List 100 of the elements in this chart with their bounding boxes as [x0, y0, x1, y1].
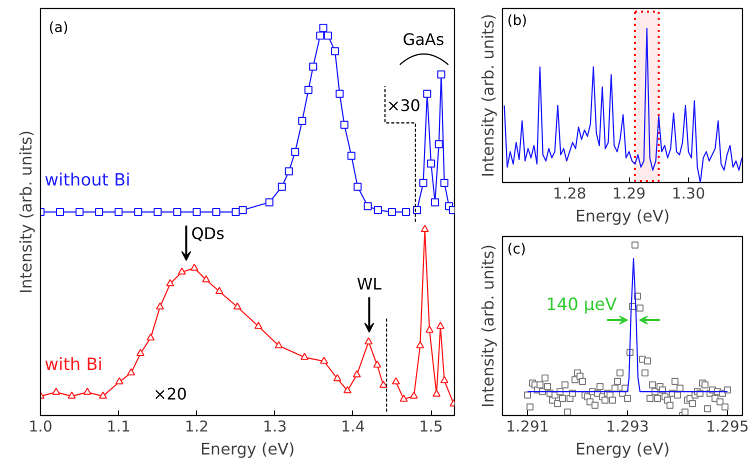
point: [173, 208, 182, 216]
point: [316, 32, 324, 40]
point: [136, 348, 145, 356]
point: [154, 208, 162, 216]
point: [437, 70, 446, 78]
point: [68, 392, 76, 399]
x-tick-label: 1.291: [506, 418, 549, 436]
x-tick-label: 1.0: [28, 418, 52, 436]
point: [190, 264, 198, 271]
point: [238, 206, 247, 214]
point: [319, 24, 328, 32]
point: [412, 206, 422, 214]
point: [52, 388, 60, 395]
chart-title: (c): [507, 242, 526, 258]
point: [76, 208, 84, 216]
point: [352, 370, 361, 378]
annotation: GaAs: [402, 30, 444, 50]
point: [127, 368, 136, 376]
point: [340, 120, 348, 129]
x-tick-label: 1.295: [706, 418, 749, 436]
x-tick-label: 1.3: [262, 418, 287, 436]
point: [298, 116, 306, 125]
annotation: QDs: [191, 224, 224, 243]
point: [146, 333, 155, 341]
x-axis-title: Energy (eV): [575, 206, 670, 226]
point: [56, 208, 64, 216]
point: [416, 341, 424, 348]
point: [215, 286, 224, 294]
point: [374, 206, 382, 214]
point: [354, 182, 362, 191]
x-tick-label: 1.2: [184, 418, 209, 436]
x-tick-label: 1.29: [612, 184, 646, 202]
y-axis-title: Intensity (arb. units): [478, 244, 498, 408]
point: [392, 377, 400, 384]
x-axis-title: Energy (eV): [200, 440, 295, 458]
point: [423, 90, 432, 98]
point: [364, 202, 372, 210]
point: [373, 360, 382, 368]
y-axis-title: Intensity (arb. units): [16, 130, 36, 294]
chart-title: (b): [507, 13, 528, 30]
point: [134, 208, 142, 216]
point: [432, 390, 441, 397]
point: [265, 198, 274, 206]
point: [379, 380, 388, 388]
x-tick-label: 1.4: [341, 418, 365, 436]
point: [434, 140, 443, 148]
point: [320, 356, 328, 364]
point: [284, 167, 293, 176]
point: [95, 208, 104, 216]
x-axis-title: Energy (eV): [575, 440, 670, 458]
point: [419, 178, 428, 187]
point: [278, 182, 286, 191]
point: [420, 224, 429, 232]
point: [304, 86, 312, 94]
point: [98, 392, 108, 399]
point: [232, 208, 240, 216]
point: [178, 267, 186, 275]
x-tick-label: 1.30: [672, 184, 706, 202]
annotation: ×30: [386, 96, 420, 115]
annotation: ×20: [153, 384, 187, 404]
point: [427, 160, 436, 168]
point: [202, 275, 210, 282]
series-label: without Bi: [44, 170, 130, 191]
series-label: with Bi: [44, 354, 102, 375]
annotation: 140 µeV: [546, 294, 618, 315]
point: [166, 279, 174, 286]
point: [436, 322, 444, 329]
x-tick-label: 1.28: [552, 184, 586, 202]
point: [156, 302, 164, 310]
point: [254, 322, 262, 329]
point: [83, 388, 92, 395]
point: [233, 302, 242, 310]
x-tick-label: 1.5: [419, 418, 443, 436]
point: [274, 341, 283, 348]
point: [425, 326, 434, 333]
point: [192, 208, 201, 216]
point: [309, 62, 318, 71]
point: [400, 394, 408, 402]
point: [300, 352, 309, 360]
point: [440, 178, 448, 187]
point: [333, 374, 342, 382]
x-tick-label: 1.1: [106, 418, 131, 436]
point: [388, 208, 396, 216]
annotation: WL: [356, 274, 382, 294]
x-tick-label: 1.293: [606, 418, 649, 436]
point: [430, 198, 440, 206]
point: [410, 392, 418, 399]
point: [343, 386, 352, 394]
point: [364, 337, 373, 344]
point: [440, 376, 448, 384]
point: [324, 32, 332, 40]
point: [291, 148, 300, 156]
point: [336, 90, 344, 98]
point: [330, 47, 340, 56]
point: [212, 208, 220, 216]
point: [115, 377, 124, 384]
point: [114, 208, 123, 216]
chart-title: (a): [48, 20, 68, 36]
point: [402, 208, 410, 216]
y-axis-title: Intensity (arb. units): [478, 14, 498, 178]
